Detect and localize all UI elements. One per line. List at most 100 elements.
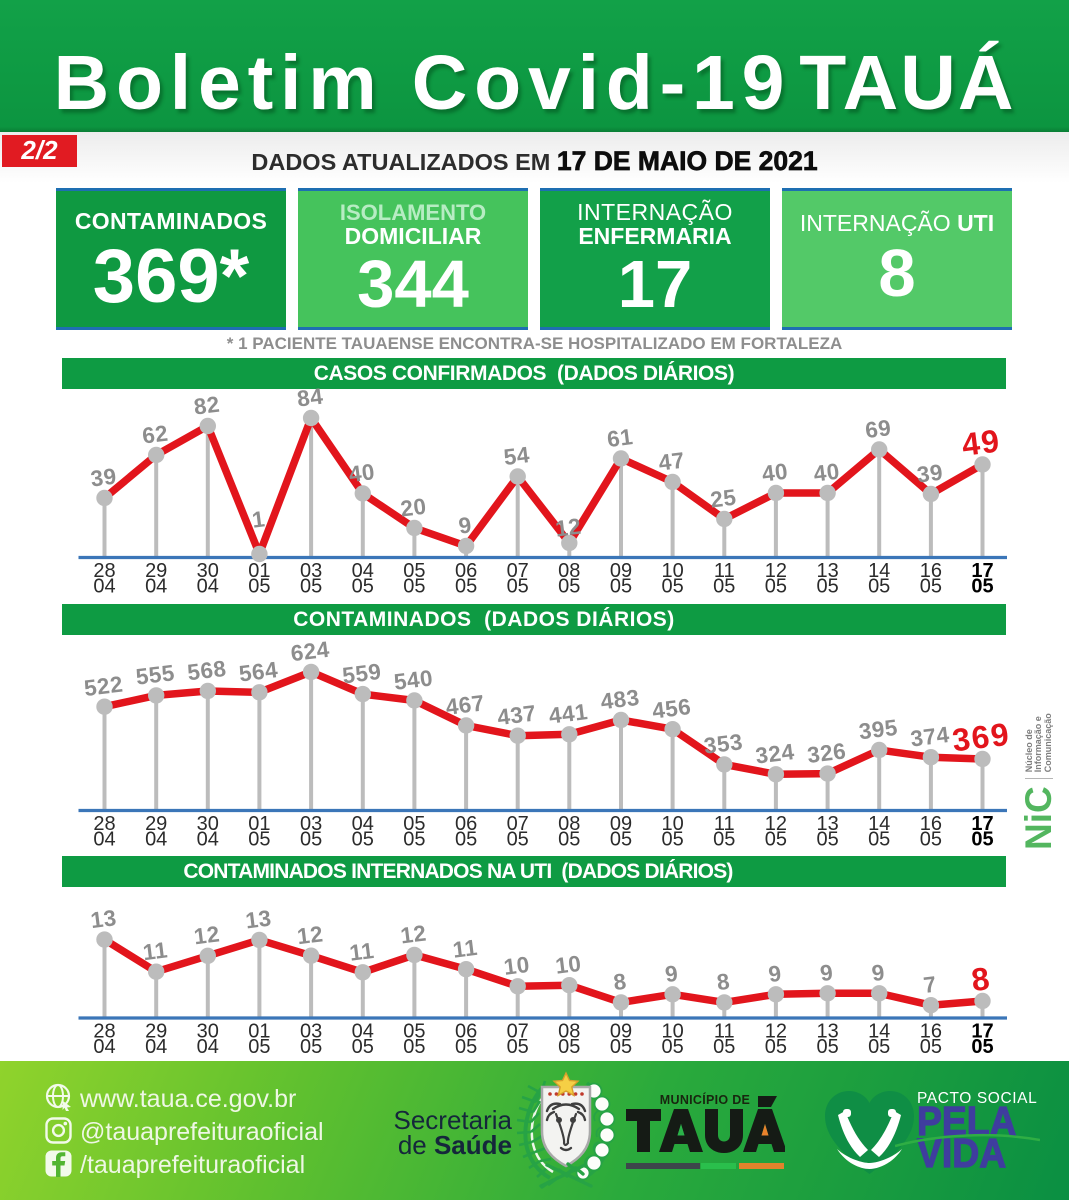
svg-text:05: 05 bbox=[816, 1036, 838, 1058]
svg-text:05: 05 bbox=[816, 576, 838, 598]
svg-text:555: 555 bbox=[134, 660, 176, 690]
svg-text:07: 07 bbox=[507, 1021, 529, 1043]
svg-text:08: 08 bbox=[558, 813, 580, 835]
svg-text:04: 04 bbox=[197, 829, 219, 851]
svg-text:12: 12 bbox=[765, 813, 787, 835]
svg-text:04: 04 bbox=[145, 1036, 167, 1058]
svg-text:05: 05 bbox=[352, 829, 374, 851]
svg-text:01: 01 bbox=[248, 560, 270, 582]
svg-text:568: 568 bbox=[186, 656, 228, 686]
svg-text:05: 05 bbox=[816, 829, 838, 851]
svg-text:11: 11 bbox=[348, 938, 376, 966]
svg-text:05: 05 bbox=[507, 576, 529, 598]
svg-text:05: 05 bbox=[713, 576, 735, 598]
svg-text:04: 04 bbox=[145, 829, 167, 851]
svg-text:69: 69 bbox=[864, 415, 893, 443]
svg-text:39: 39 bbox=[89, 464, 118, 492]
svg-text:07: 07 bbox=[507, 560, 529, 582]
svg-text:47: 47 bbox=[657, 448, 686, 476]
svg-text:54: 54 bbox=[502, 442, 531, 470]
svg-text:8: 8 bbox=[612, 969, 628, 995]
svg-text:05: 05 bbox=[868, 829, 890, 851]
svg-text:05: 05 bbox=[765, 1036, 787, 1058]
svg-text:1: 1 bbox=[251, 506, 267, 532]
svg-text:06: 06 bbox=[455, 1021, 477, 1043]
svg-text:04: 04 bbox=[197, 576, 219, 598]
svg-text:05: 05 bbox=[403, 560, 425, 582]
svg-text:05: 05 bbox=[352, 1036, 374, 1058]
svg-text:04: 04 bbox=[197, 1036, 219, 1058]
svg-text:28: 28 bbox=[93, 813, 115, 835]
svg-text:10: 10 bbox=[661, 560, 683, 582]
svg-text:9: 9 bbox=[819, 960, 835, 986]
svg-text:05: 05 bbox=[920, 829, 942, 851]
svg-text:353: 353 bbox=[702, 729, 744, 759]
svg-text:09: 09 bbox=[610, 1021, 632, 1043]
svg-text:324: 324 bbox=[754, 739, 796, 769]
svg-text:437: 437 bbox=[496, 700, 538, 730]
svg-text:05: 05 bbox=[248, 829, 270, 851]
svg-text:05: 05 bbox=[661, 829, 683, 851]
svg-text:30: 30 bbox=[197, 813, 219, 835]
svg-text:84: 84 bbox=[296, 384, 325, 412]
svg-text:04: 04 bbox=[352, 1021, 374, 1043]
svg-text:28: 28 bbox=[93, 1021, 115, 1043]
svg-text:8: 8 bbox=[715, 969, 731, 995]
svg-text:01: 01 bbox=[248, 1021, 270, 1043]
svg-text:10: 10 bbox=[661, 813, 683, 835]
svg-text:25: 25 bbox=[709, 485, 738, 513]
svg-text:13: 13 bbox=[244, 905, 273, 933]
svg-text:9: 9 bbox=[457, 512, 473, 538]
svg-text:20: 20 bbox=[399, 494, 428, 522]
svg-text:9: 9 bbox=[767, 961, 783, 987]
svg-text:39: 39 bbox=[916, 460, 945, 488]
svg-text:11: 11 bbox=[714, 813, 735, 835]
svg-text:03: 03 bbox=[300, 1021, 322, 1043]
svg-text:12: 12 bbox=[554, 514, 583, 542]
svg-text:12: 12 bbox=[765, 560, 787, 582]
svg-text:12: 12 bbox=[296, 921, 325, 949]
svg-text:04: 04 bbox=[352, 813, 374, 835]
svg-text:13: 13 bbox=[89, 905, 118, 933]
svg-text:10: 10 bbox=[554, 951, 583, 979]
svg-text:05: 05 bbox=[455, 576, 477, 598]
svg-text:05: 05 bbox=[352, 576, 374, 598]
svg-text:82: 82 bbox=[192, 392, 221, 420]
svg-text:10: 10 bbox=[502, 952, 531, 980]
svg-text:11: 11 bbox=[714, 560, 735, 582]
svg-text:04: 04 bbox=[145, 576, 167, 598]
svg-text:09: 09 bbox=[610, 813, 632, 835]
svg-text:05: 05 bbox=[403, 813, 425, 835]
svg-text:04: 04 bbox=[352, 560, 374, 582]
svg-text:05: 05 bbox=[971, 1036, 993, 1058]
svg-text:06: 06 bbox=[455, 813, 477, 835]
svg-text:29: 29 bbox=[145, 560, 167, 582]
svg-text:30: 30 bbox=[197, 560, 219, 582]
svg-text:05: 05 bbox=[248, 1036, 270, 1058]
svg-text:11: 11 bbox=[714, 1021, 735, 1043]
svg-text:14: 14 bbox=[868, 813, 890, 835]
svg-text:05: 05 bbox=[868, 1036, 890, 1058]
svg-text:16: 16 bbox=[920, 813, 942, 835]
svg-text:326: 326 bbox=[806, 738, 848, 768]
svg-text:05: 05 bbox=[403, 1021, 425, 1043]
svg-text:05: 05 bbox=[558, 829, 580, 851]
svg-text:467: 467 bbox=[444, 690, 486, 720]
svg-text:17: 17 bbox=[971, 560, 993, 582]
svg-text:441: 441 bbox=[547, 699, 589, 729]
svg-text:483: 483 bbox=[599, 685, 641, 715]
svg-text:40: 40 bbox=[347, 459, 376, 487]
svg-text:29: 29 bbox=[145, 813, 167, 835]
svg-text:04: 04 bbox=[93, 829, 115, 851]
svg-text:09: 09 bbox=[610, 560, 632, 582]
svg-text:12: 12 bbox=[399, 920, 428, 948]
svg-text:9: 9 bbox=[664, 961, 680, 987]
svg-text:9: 9 bbox=[870, 960, 886, 986]
svg-text:06: 06 bbox=[455, 560, 477, 582]
svg-text:540: 540 bbox=[393, 665, 435, 695]
svg-text:05: 05 bbox=[507, 829, 529, 851]
svg-text:03: 03 bbox=[300, 560, 322, 582]
svg-text:374: 374 bbox=[909, 722, 951, 752]
svg-text:08: 08 bbox=[558, 560, 580, 582]
svg-text:28: 28 bbox=[93, 560, 115, 582]
